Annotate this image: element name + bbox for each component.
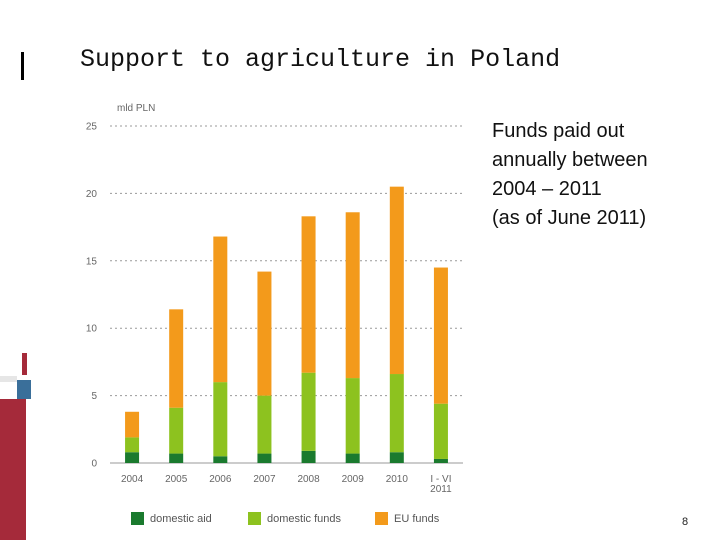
bar-segment: [301, 450, 316, 463]
x-tick-label: 2010: [386, 474, 409, 485]
x-tick-label: 2005: [165, 474, 188, 485]
x-tick-label: 2007: [253, 474, 276, 485]
bar-segment: [345, 212, 360, 379]
bar-segment: [433, 458, 448, 463]
bar-segment: [169, 453, 184, 463]
y-tick-label: 0: [91, 459, 97, 470]
legend-swatch: [375, 512, 388, 525]
chart-description: Funds paid out annually between 2004 – 2…: [492, 117, 712, 233]
bar-segment: [389, 186, 404, 375]
bar-segment: [257, 453, 272, 463]
bar-segment: [345, 378, 360, 454]
bar-segment: [169, 407, 184, 454]
x-tick-label: 2009: [342, 474, 365, 485]
bar-segment: [169, 309, 184, 408]
bar-segment: [125, 452, 140, 463]
legend-label: domestic funds: [267, 513, 341, 525]
bar-segment: [213, 456, 228, 463]
bar-segment: [301, 372, 316, 451]
decor-blue-block: [17, 380, 31, 399]
bar-segment: [257, 271, 272, 396]
legend-swatch: [131, 512, 144, 525]
bar-segment: [213, 236, 228, 383]
bar-segment: [125, 411, 140, 438]
slide-title: Support to agriculture in Poland: [80, 45, 561, 74]
x-tick-label: 2011: [430, 484, 452, 495]
y-tick-label: 25: [86, 122, 98, 133]
y-tick-label: 15: [86, 256, 98, 267]
decor-gray-stripe: [0, 376, 17, 382]
bar-segment: [301, 216, 316, 373]
title-accent-bar: [21, 52, 24, 80]
description-line-2: annually between: [492, 149, 648, 171]
description-line-3: 2004 – 2011: [492, 178, 602, 200]
bar-segment: [257, 395, 272, 454]
description-line-4: (as of June 2011): [492, 207, 647, 229]
bar-segment: [213, 382, 228, 457]
decor-red-stripe-small: [22, 353, 27, 375]
bar-segment: [433, 267, 448, 404]
x-tick-label: 2004: [121, 474, 144, 485]
page-number: 8: [682, 516, 689, 528]
legend-label: domestic aid: [150, 513, 212, 525]
legend-label: EU funds: [394, 513, 440, 525]
bar-segment: [433, 403, 448, 459]
bar-segment: [389, 452, 404, 463]
bar-segment: [389, 374, 404, 453]
x-tick-label: I - VI: [430, 474, 451, 485]
y-tick-label: 10: [86, 324, 98, 335]
decor-red-block: [0, 399, 26, 540]
bar-segment: [345, 453, 360, 463]
legend-swatch: [248, 512, 261, 525]
x-tick-label: 2006: [209, 474, 232, 485]
bar-segment: [125, 437, 140, 453]
x-tick-label: 2008: [297, 474, 320, 485]
y-tick-label: 5: [91, 391, 97, 402]
y-tick-label: 20: [86, 189, 98, 200]
y-axis-unit-label: mld PLN: [117, 103, 155, 114]
description-line-1: Funds paid out: [492, 120, 625, 142]
